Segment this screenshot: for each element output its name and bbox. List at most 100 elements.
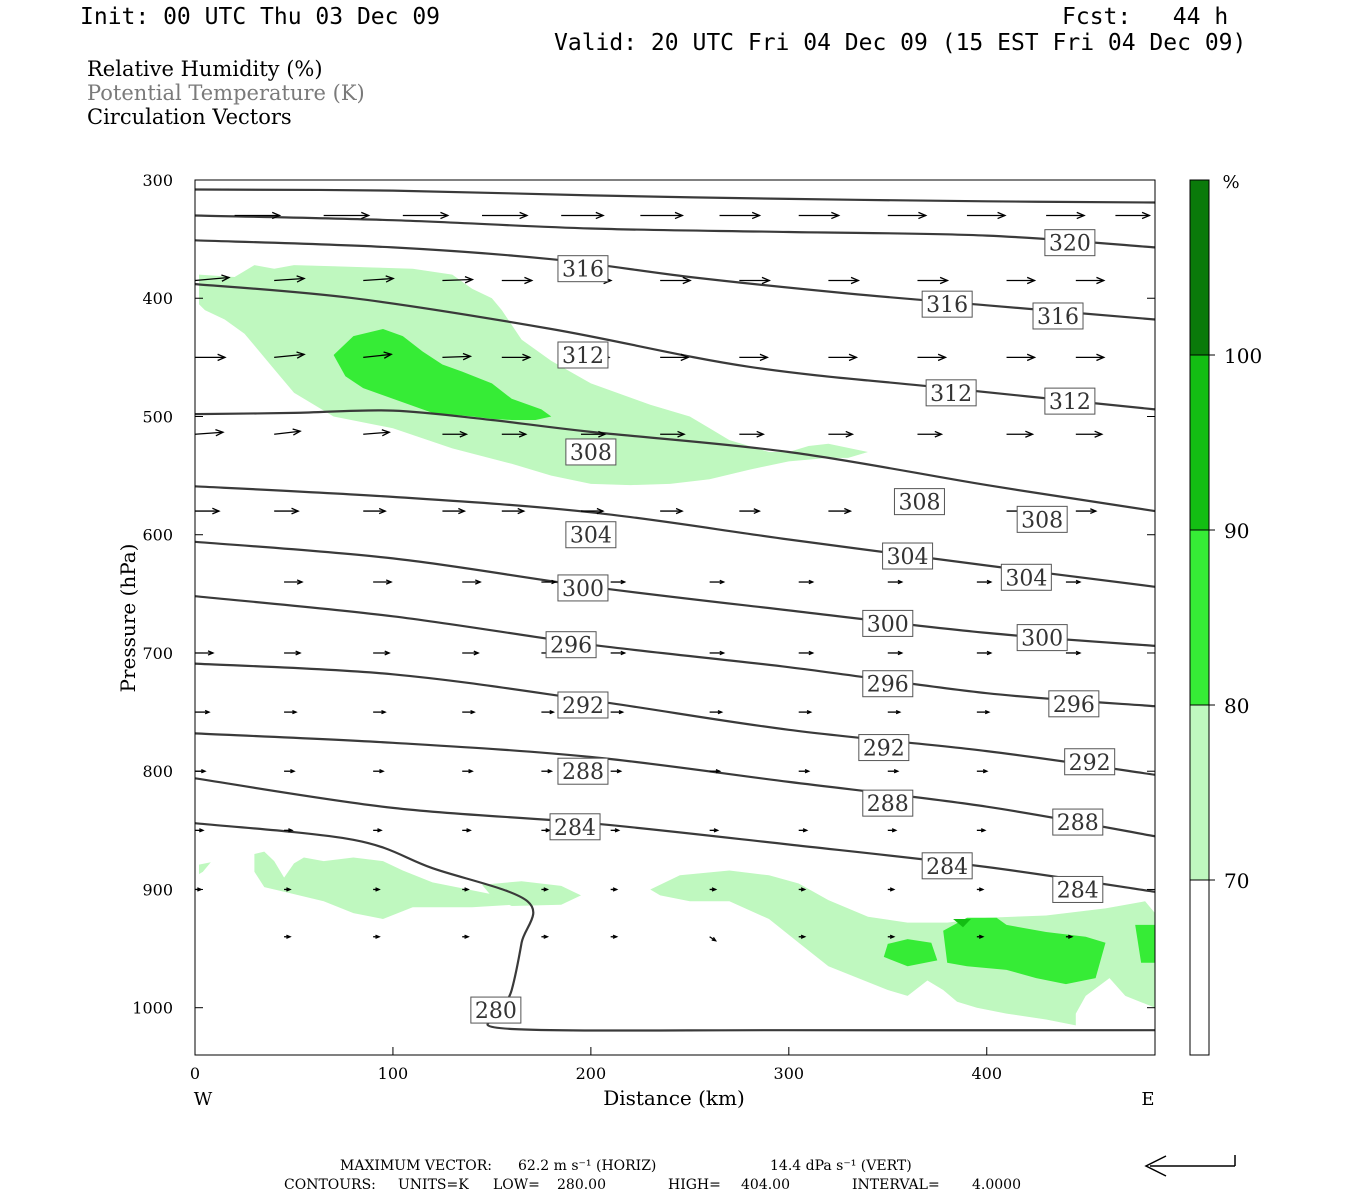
circulation-vector [798, 828, 809, 833]
circulation-vector [284, 769, 296, 774]
circulation-vector [501, 507, 526, 515]
rh-region-70-0 [199, 265, 868, 486]
circulation-vector [976, 579, 993, 585]
circulation-vector [828, 276, 861, 285]
max-vector-vert: 14.4 dPa s⁻¹ (VERT) [770, 1158, 912, 1174]
theta-contour-320-0 [195, 188, 1155, 204]
y-tick-label: 800 [142, 762, 173, 781]
contours-high-label: HIGH= [668, 1177, 721, 1193]
legend-vectors: Circulation Vectors [87, 105, 292, 129]
theta-label-box [1016, 505, 1068, 533]
theta-label-box [557, 691, 609, 719]
colorbar-segment [1189, 529, 1210, 706]
theta-label-box [470, 996, 522, 1024]
circulation-vector [828, 507, 853, 515]
circulation-vector [284, 709, 298, 715]
circulation-vector [462, 769, 474, 774]
theta-contour-304-5 [195, 485, 1155, 588]
circulation-vector [284, 887, 292, 892]
circulation-vector [195, 274, 231, 282]
theta-label-box [862, 789, 914, 817]
rh-region-80-6 [883, 939, 938, 967]
circulation-vector [798, 579, 815, 585]
y-axis-label: Pressure (hPa) [116, 544, 140, 693]
circulation-vector [195, 507, 221, 515]
circulation-vector [739, 353, 769, 362]
reference-vector [1144, 1155, 1236, 1177]
theta-label: 308 [893, 488, 945, 516]
circulation-vector [719, 211, 762, 220]
y-tick-label: 400 [142, 289, 173, 308]
circulation-vector [709, 709, 724, 715]
theta-label-text: 312 [1049, 390, 1091, 415]
y-tick-label: 500 [142, 407, 173, 426]
theta-label-box [1064, 748, 1116, 776]
x-end-label-east: E [1141, 1089, 1154, 1110]
circulation-vector [976, 887, 985, 892]
circulation-vector [660, 353, 690, 362]
max-vector-label: MAXIMUM VECTOR: [340, 1158, 492, 1174]
theta-label: 292 [858, 734, 910, 762]
theta-label: 288 [1052, 808, 1104, 836]
circulation-vector [887, 211, 928, 220]
circulation-vector [660, 507, 684, 515]
circulation-vector [1006, 353, 1037, 362]
colorbar-segment [1189, 879, 1210, 1056]
theta-label-text: 308 [1021, 508, 1063, 533]
circulation-vector [739, 508, 761, 515]
theta-label: 284 [921, 852, 973, 880]
circulation-vector [610, 709, 625, 715]
theta-label: 292 [557, 691, 609, 719]
circulation-vector [363, 275, 395, 283]
theta-contour-284-10 [195, 777, 1155, 893]
theta-label-box [1044, 387, 1096, 415]
theta-label: 308 [1016, 505, 1068, 533]
theta-label: 316 [921, 290, 973, 318]
theta-label-text: 320 [1049, 232, 1091, 257]
circulation-vector [709, 579, 726, 585]
circulation-vector [373, 650, 391, 656]
theta-contour-312-3 [195, 283, 1155, 411]
legend-rh: Relative Humidity (%) [87, 57, 323, 81]
theta-label-text: 292 [1069, 751, 1111, 776]
theta-label-box [1052, 808, 1104, 836]
circulation-vector [402, 211, 450, 220]
circulation-vector [798, 709, 813, 715]
theta-label-box [925, 379, 977, 407]
circulation-vector [274, 275, 306, 283]
circulation-vector [274, 428, 302, 436]
colorbar-label: 70 [1224, 869, 1249, 893]
colorbar-segment [1189, 704, 1210, 881]
colorbar-label: 100 [1224, 344, 1262, 368]
colorbar-label: 80 [1224, 694, 1249, 718]
plot-frame [194, 179, 1156, 1056]
contours-low-label: LOW= [493, 1177, 540, 1193]
circulation-vector [610, 769, 623, 774]
circulation-vector [1006, 430, 1035, 438]
circulation-vector [373, 934, 381, 939]
circulation-vector [482, 211, 529, 220]
theta-label-text: 312 [562, 344, 604, 369]
x-tick-label: 400 [971, 1064, 1002, 1083]
theta-label-box [862, 670, 914, 698]
theta-label-box [921, 290, 973, 318]
circulation-vector [442, 352, 473, 361]
circulation-vector [887, 828, 898, 833]
contours-label: CONTOURS: [284, 1177, 376, 1193]
circulation-vector [373, 887, 381, 892]
rh-region-80-1 [333, 329, 552, 420]
circulation-vector [709, 769, 722, 774]
circulation-vector [284, 650, 302, 656]
theta-label: 312 [557, 341, 609, 369]
circulation-vector [284, 579, 304, 585]
circulation-vector [541, 887, 550, 892]
theta-label: 280 [470, 996, 522, 1024]
theta-label-text: 300 [562, 577, 604, 602]
theta-label-text: 288 [562, 760, 604, 785]
theta-contour-296-7 [195, 595, 1155, 708]
theta-label: 300 [557, 574, 609, 602]
colorbar-segment [1189, 179, 1210, 356]
x-tick-label: 0 [190, 1064, 200, 1083]
circulation-vector [887, 650, 904, 656]
